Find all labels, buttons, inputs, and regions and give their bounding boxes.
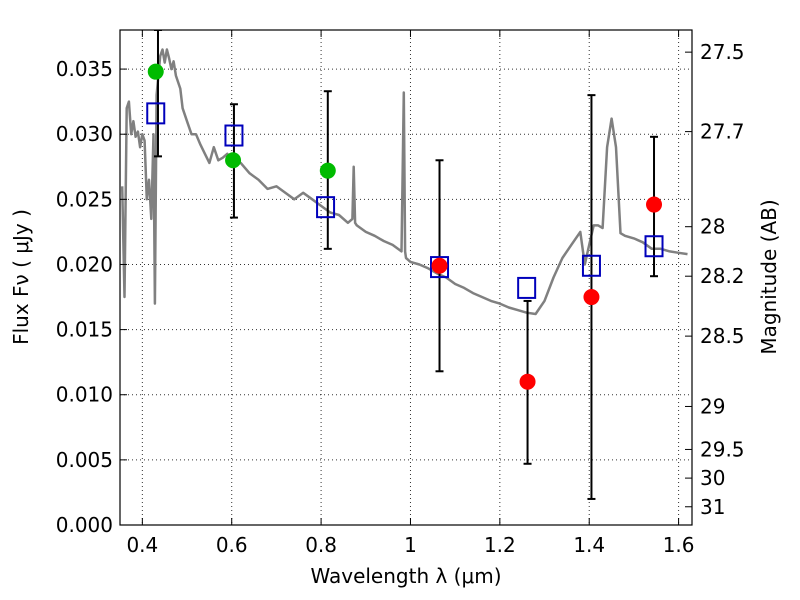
model-square-point: [430, 256, 450, 279]
y-tick-label: 0.000: [56, 513, 113, 537]
model-square-point: [517, 276, 537, 299]
y-tick-label: 0.020: [56, 252, 113, 276]
x-axis-label: Wavelength λ (μm): [310, 564, 501, 588]
right-tick-label: 30: [700, 466, 725, 490]
model-square-point: [644, 235, 664, 258]
x-tick-label: 0.4: [126, 533, 158, 557]
y-tick-label: 0.005: [56, 448, 113, 472]
green-data-point: [147, 63, 164, 80]
model-spectrum-line: [120, 48, 688, 316]
plot-frame: [119, 29, 693, 526]
red-data-point: [583, 289, 600, 306]
y-tick-label: 0.015: [56, 318, 113, 342]
model-square-point: [316, 196, 336, 219]
right-tick-label: 28.2: [700, 264, 745, 288]
right-tick-label: 29: [700, 394, 725, 418]
right-tick-label: 28.5: [700, 324, 745, 348]
model-square-point: [224, 124, 244, 147]
green-data-point: [225, 152, 242, 169]
red-data-point: [431, 257, 448, 274]
data-group: [120, 30, 688, 500]
model-square-point: [581, 254, 601, 277]
y-tick-label: 0.030: [56, 122, 113, 146]
x-tick-label: 1: [404, 533, 417, 557]
x-tick-label: 1.2: [484, 533, 516, 557]
red-data-point: [646, 196, 663, 213]
y-tick-label: 0.010: [56, 383, 113, 407]
x-tick-label: 0.6: [216, 533, 248, 557]
x-tick-label: 0.8: [305, 533, 337, 557]
right-axis-label: Magnitude (AB): [757, 199, 781, 354]
right-tick-label: 29.5: [700, 437, 745, 461]
right-tick-label: 31: [700, 495, 725, 519]
y-tick-label: 0.025: [56, 187, 113, 211]
green-data-point: [319, 162, 336, 179]
axis-layer: 0.4 0.6 0.8 1 1.2 1.4 1.6 0.000 0.005 0.010 0.015 0…: [56, 30, 745, 557]
red-data-point: [519, 373, 536, 390]
y-axis-label: Flux Fν ( μJy ): [9, 209, 33, 345]
right-tick-label: 27.5: [700, 40, 745, 64]
y-tick-label: 0.035: [56, 57, 113, 81]
grid-layer: [120, 30, 692, 526]
plot-layer: [120, 30, 688, 500]
right-tick-label: 27.7: [700, 120, 745, 144]
model-square-point: [146, 102, 166, 125]
right-tick-label: 28: [700, 215, 725, 239]
x-tick-label: 1.6: [663, 533, 695, 557]
x-tick-label: 1.4: [573, 533, 605, 557]
